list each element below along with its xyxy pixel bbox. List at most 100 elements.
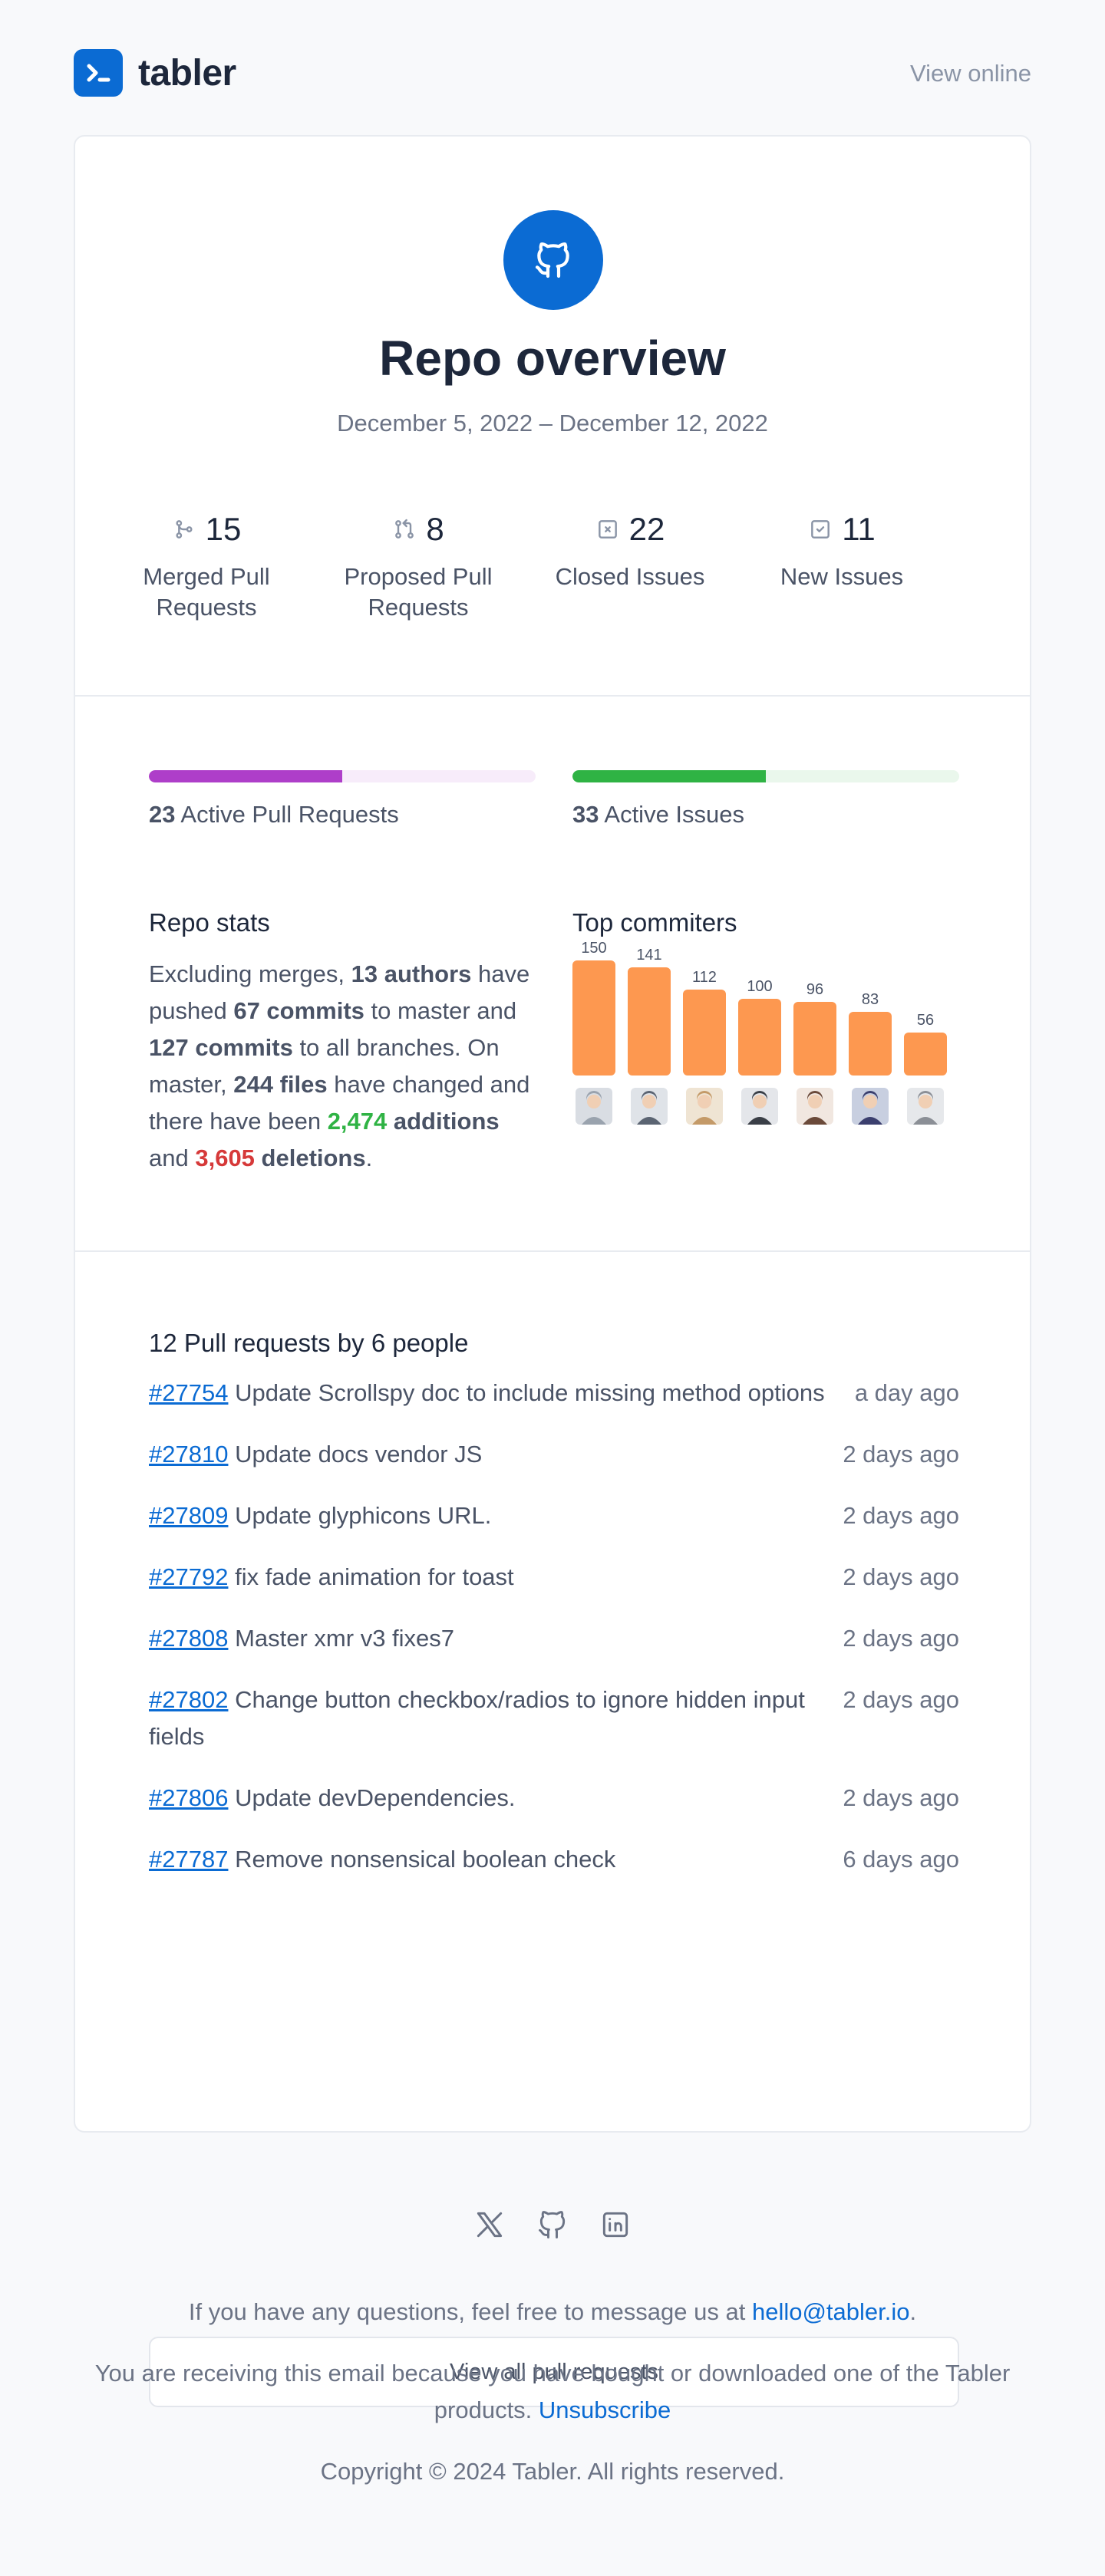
questions-text: If you have any questions, feel free to … bbox=[188, 2298, 917, 2325]
commiter-value-label: 96 bbox=[806, 981, 823, 998]
pull-request-row: #27754 Update Scrollspy doc to include m… bbox=[149, 1375, 959, 1412]
progress-fill bbox=[572, 770, 766, 782]
stat-label: Merged Pull Requests bbox=[143, 563, 270, 621]
social-links bbox=[0, 2208, 1105, 2242]
pull-request-title: Update docs vendor JS bbox=[235, 1441, 483, 1468]
avatar bbox=[797, 1088, 833, 1125]
commiter-value-label: 100 bbox=[747, 978, 772, 995]
active-issues-bar: 33 Active Issues bbox=[572, 770, 959, 828]
pull-request-time: a day ago bbox=[854, 1379, 959, 1406]
commiter-bar bbox=[628, 967, 671, 1076]
pull-requests-list: #27754 Update Scrollspy doc to include m… bbox=[149, 1375, 959, 1902]
commiter-bar bbox=[904, 1033, 947, 1076]
view-all-pull-requests-button[interactable]: View all pull requests bbox=[149, 2337, 959, 2407]
commiter-bar bbox=[849, 1012, 892, 1076]
top-commiters-chart: 150 141 112 100 96 83 56 bbox=[572, 934, 959, 1157]
pull-request-number-link[interactable]: #27802 bbox=[149, 1686, 229, 1713]
active-pull-requests-label: 23 Active Pull Requests bbox=[149, 801, 399, 828]
x-icon[interactable] bbox=[473, 2208, 506, 2242]
stat-closed-issues: 22 Closed Issues bbox=[525, 511, 735, 592]
activity-section: 23 Active Pull Requests 33 Active Issues… bbox=[75, 697, 1030, 1252]
progress-track bbox=[149, 770, 536, 782]
pull-request-time: 2 days ago bbox=[843, 1502, 959, 1529]
stat-label: Closed Issues bbox=[555, 563, 705, 590]
active-issues-label: 33 Active Issues bbox=[572, 801, 745, 828]
email-header: tabler View online bbox=[74, 49, 1031, 97]
linkedin-icon[interactable] bbox=[599, 2208, 632, 2242]
pull-request-number-link[interactable]: #27754 bbox=[149, 1379, 229, 1406]
logo-text: tabler bbox=[138, 52, 236, 94]
progress-fill bbox=[149, 770, 342, 782]
progress-track bbox=[572, 770, 959, 782]
date-range: December 5, 2022 – December 12, 2022 bbox=[337, 410, 768, 436]
email-card: Repo overview December 5, 2022 – Decembe… bbox=[74, 135, 1031, 2407]
pull-request-title: fix fade animation for toast bbox=[235, 1563, 514, 1590]
repo-stats-text: Excluding merges, 13 authors have pushed… bbox=[149, 960, 530, 1171]
pull-request-row: #27806 Update devDependencies. 2 days ago bbox=[149, 1780, 959, 1817]
pull-request-title: Remove nonsensical boolean check bbox=[235, 1846, 616, 1873]
avatar bbox=[576, 1088, 612, 1125]
commiter-value-label: 83 bbox=[862, 991, 879, 1008]
page-title: Repo overview bbox=[379, 331, 726, 386]
pull-request-number-link[interactable]: #27810 bbox=[149, 1441, 229, 1468]
github-icon[interactable] bbox=[536, 2208, 569, 2242]
stat-value: 8 bbox=[426, 511, 444, 547]
pull-request-number-link[interactable]: #27808 bbox=[149, 1625, 229, 1652]
overview-section: Repo overview December 5, 2022 – Decembe… bbox=[75, 137, 1030, 697]
pull-request-title: Master xmr v3 fixes7 bbox=[235, 1625, 455, 1652]
stat-new-issues: 11 New Issues bbox=[737, 511, 947, 592]
avatar bbox=[631, 1088, 668, 1125]
pull-request-number-link[interactable]: #27787 bbox=[149, 1846, 229, 1873]
git-pull-request-icon bbox=[392, 517, 417, 542]
commiter-bar bbox=[572, 960, 615, 1076]
avatar bbox=[907, 1088, 944, 1125]
stat-label: New Issues bbox=[780, 563, 904, 590]
stat-value: 11 bbox=[842, 511, 876, 547]
pull-request-number-link[interactable]: #27806 bbox=[149, 1784, 229, 1811]
copyright-text: Copyright © 2024 Tabler. All rights rese… bbox=[320, 2458, 785, 2485]
email-link[interactable]: hello@tabler.io bbox=[751, 2298, 910, 2325]
pull-request-row: #27787 Remove nonsensical boolean check 6… bbox=[149, 1841, 959, 1878]
pull-request-time: 2 days ago bbox=[843, 1784, 959, 1811]
stat-merged-pull-requests: 15 Merged Pull Requests bbox=[101, 511, 312, 623]
commiter-bar bbox=[793, 1002, 836, 1076]
stat-label: Proposed Pull Requests bbox=[344, 563, 493, 621]
square-x-icon bbox=[595, 517, 620, 542]
view-online-link[interactable]: View online bbox=[910, 60, 1031, 87]
pull-request-title: Change button checkbox/radios to ignore … bbox=[149, 1686, 805, 1750]
unsubscribe-link[interactable]: Unsubscribe bbox=[538, 2396, 671, 2423]
avatar bbox=[686, 1088, 723, 1125]
pull-request-time: 2 days ago bbox=[843, 1625, 959, 1652]
square-check-icon bbox=[808, 517, 833, 542]
pull-requests-heading: 12 Pull requests by 6 people bbox=[149, 1329, 469, 1357]
avatar bbox=[741, 1088, 778, 1125]
commiter-bar bbox=[738, 999, 781, 1076]
pull-request-number-link[interactable]: #27809 bbox=[149, 1502, 229, 1529]
avatar bbox=[852, 1088, 889, 1125]
pull-request-time: 2 days ago bbox=[843, 1563, 959, 1590]
pull-request-row: #27810 Update docs vendor JS 2 days ago bbox=[149, 1436, 959, 1473]
stat-value: 22 bbox=[628, 511, 665, 547]
pull-request-row: #27792 fix fade animation for toast 2 day… bbox=[149, 1559, 959, 1596]
commiters-bar-chart: 150 141 112 100 96 83 56 bbox=[572, 940, 947, 1125]
pull-request-row: #27802 Change button checkbox/radios to … bbox=[149, 1682, 959, 1755]
top-commiters-title: Top commiters bbox=[572, 908, 737, 937]
pull-request-row: #27808 Master xmr v3 fixes7 2 days ago bbox=[149, 1620, 959, 1657]
active-pull-requests-bar: 23 Active Pull Requests bbox=[149, 770, 536, 828]
pull-request-number-link[interactable]: #27792 bbox=[149, 1563, 229, 1590]
stat-value: 15 bbox=[205, 511, 242, 547]
commiter-value-label: 56 bbox=[917, 1012, 934, 1029]
commiter-value-label: 112 bbox=[692, 969, 717, 986]
github-icon bbox=[503, 210, 603, 310]
pull-request-title: Update Scrollspy doc to include missing … bbox=[235, 1379, 825, 1406]
repo-stats-title: Repo stats bbox=[149, 908, 270, 937]
tabler-logo-icon bbox=[74, 49, 123, 97]
commiter-bar bbox=[683, 990, 726, 1076]
pull-request-title: Update glyphicons URL. bbox=[235, 1502, 492, 1529]
pull-requests-section: 12 Pull requests by 6 people #27754 Upda… bbox=[75, 1252, 1030, 2407]
receiving-text: You are receiving this email because you… bbox=[94, 2360, 1011, 2423]
pull-request-time: 2 days ago bbox=[843, 1686, 959, 1713]
tabler-logo[interactable]: tabler bbox=[74, 49, 236, 97]
pull-request-row: #27809 Update glyphicons URL. 2 days ago bbox=[149, 1497, 959, 1534]
stat-proposed-pull-requests: 8 Proposed Pull Requests bbox=[313, 511, 523, 623]
